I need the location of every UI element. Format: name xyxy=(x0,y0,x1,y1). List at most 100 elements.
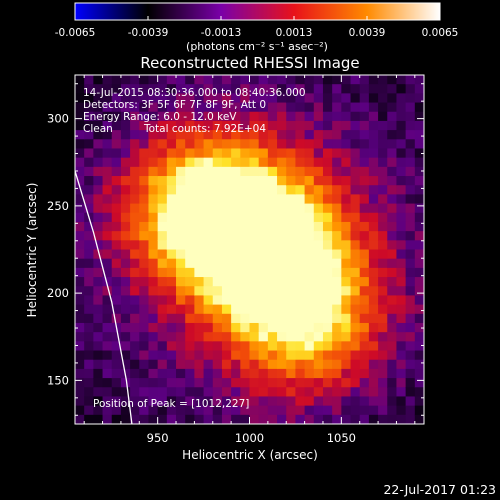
heatmap-cell xyxy=(341,304,352,315)
heatmap-cell xyxy=(111,258,122,269)
heatmap-cell xyxy=(267,203,278,214)
heatmap-cell xyxy=(341,93,352,104)
heatmap-cell xyxy=(350,286,361,297)
heatmap-cell xyxy=(332,176,342,186)
heatmap-cell xyxy=(111,221,122,232)
heatmap-cell xyxy=(130,368,140,379)
heatmap-cell xyxy=(203,111,214,122)
heatmap-cell xyxy=(332,203,342,214)
heatmap-cell xyxy=(93,322,104,333)
heatmap-cell xyxy=(304,258,315,269)
heatmap-cell xyxy=(203,185,214,195)
heatmap-cell xyxy=(332,148,342,159)
heatmap-cell xyxy=(368,341,379,352)
heatmap-cell xyxy=(203,194,214,205)
heatmap-cell xyxy=(304,148,315,159)
heatmap-cell xyxy=(166,194,177,205)
heatmap-cell xyxy=(322,120,333,131)
heatmap-cell xyxy=(221,267,232,278)
heatmap-cell xyxy=(148,93,159,104)
heatmap-cell xyxy=(313,176,324,186)
heatmap-cell xyxy=(286,130,297,140)
heatmap-cell xyxy=(176,212,186,223)
heatmap-cell xyxy=(359,212,370,223)
heatmap-cell xyxy=(341,148,352,159)
heatmap-cell xyxy=(378,341,388,352)
heatmap-cell xyxy=(111,102,122,113)
heatmap-cell xyxy=(267,295,278,306)
heatmap-cell xyxy=(93,102,104,113)
heatmap-cell xyxy=(249,414,260,424)
heatmap-cell xyxy=(313,120,324,131)
heatmap-cell xyxy=(111,378,122,388)
heatmap-cell xyxy=(157,185,168,195)
heatmap-cell xyxy=(322,277,333,287)
heatmap-cell xyxy=(148,277,159,287)
heatmap-cell xyxy=(286,350,297,361)
heatmap-cell xyxy=(387,203,398,214)
heatmap-cell xyxy=(130,258,140,269)
heatmap-cell xyxy=(341,341,352,352)
heatmap-cell xyxy=(130,102,140,113)
footer-timestamp: 22-Jul-2017 01:23 xyxy=(383,482,496,497)
heatmap-cell xyxy=(84,322,94,333)
heatmap-cell xyxy=(240,277,251,287)
heatmap-cell xyxy=(148,258,159,269)
heatmap-cell xyxy=(130,93,140,104)
heatmap-cell xyxy=(359,111,370,122)
heatmap-cell xyxy=(120,84,131,94)
heatmap-cell xyxy=(240,258,251,269)
heatmap-cell xyxy=(221,332,232,342)
heatmap-cell xyxy=(387,368,398,379)
heatmap-cell xyxy=(304,176,315,186)
heatmap-cell xyxy=(194,359,205,370)
heatmap-cell xyxy=(295,176,306,186)
heatmap-cell xyxy=(313,332,324,342)
heatmap-cell xyxy=(212,231,223,241)
heatmap-cell xyxy=(84,120,94,131)
heatmap-cell xyxy=(368,387,379,398)
colorbar-unit-label: (photons cm⁻² s⁻¹ asec⁻²) xyxy=(186,40,328,53)
heatmap-cell xyxy=(396,157,407,168)
heatmap-cell xyxy=(396,120,407,131)
heatmap-cell xyxy=(313,304,324,315)
heatmap-cell xyxy=(130,120,140,131)
heatmap-cell xyxy=(387,396,398,407)
heatmap-cell xyxy=(387,350,398,361)
heatmap-cell xyxy=(240,414,251,424)
heatmap-cell xyxy=(130,166,140,177)
heatmap-cell xyxy=(350,157,361,168)
heatmap-cell xyxy=(267,405,278,416)
heatmap-cell xyxy=(231,368,241,379)
heatmap-cell xyxy=(249,176,260,186)
heatmap-cell xyxy=(322,313,333,324)
heatmap-cell xyxy=(295,102,306,113)
heatmap-cell xyxy=(185,75,195,85)
heatmap-cell xyxy=(157,166,168,177)
heatmap-cell xyxy=(130,341,140,352)
heatmap-cell xyxy=(414,313,424,324)
heatmap-cell xyxy=(111,414,122,424)
heatmap-cell xyxy=(203,102,214,113)
heatmap-cell xyxy=(286,341,297,352)
heatmap-cell xyxy=(194,157,205,168)
heatmap-cell xyxy=(378,378,388,388)
heatmap-cell xyxy=(176,221,186,232)
heatmap-cell xyxy=(359,185,370,195)
heatmap-cell xyxy=(130,359,140,370)
heatmap-cell xyxy=(286,166,297,177)
heatmap-cell xyxy=(249,185,260,195)
colorbar-ticks: -0.0065 -0.0039 -0.0013 0.0013 0.0039 0.0065 xyxy=(55,16,458,39)
heatmap-cell xyxy=(203,221,214,232)
heatmap-cell xyxy=(341,277,352,287)
heatmap-cell xyxy=(414,139,424,150)
heatmap-cell xyxy=(166,84,177,94)
heatmap-cell xyxy=(111,405,122,416)
heatmap-cell xyxy=(313,221,324,232)
heatmap-cell xyxy=(166,157,177,168)
heatmap-cell xyxy=(102,176,113,186)
heatmap-cell xyxy=(304,194,315,205)
heatmap-cell xyxy=(157,341,168,352)
heatmap-cell xyxy=(414,277,424,287)
heatmap-cell xyxy=(120,221,131,232)
